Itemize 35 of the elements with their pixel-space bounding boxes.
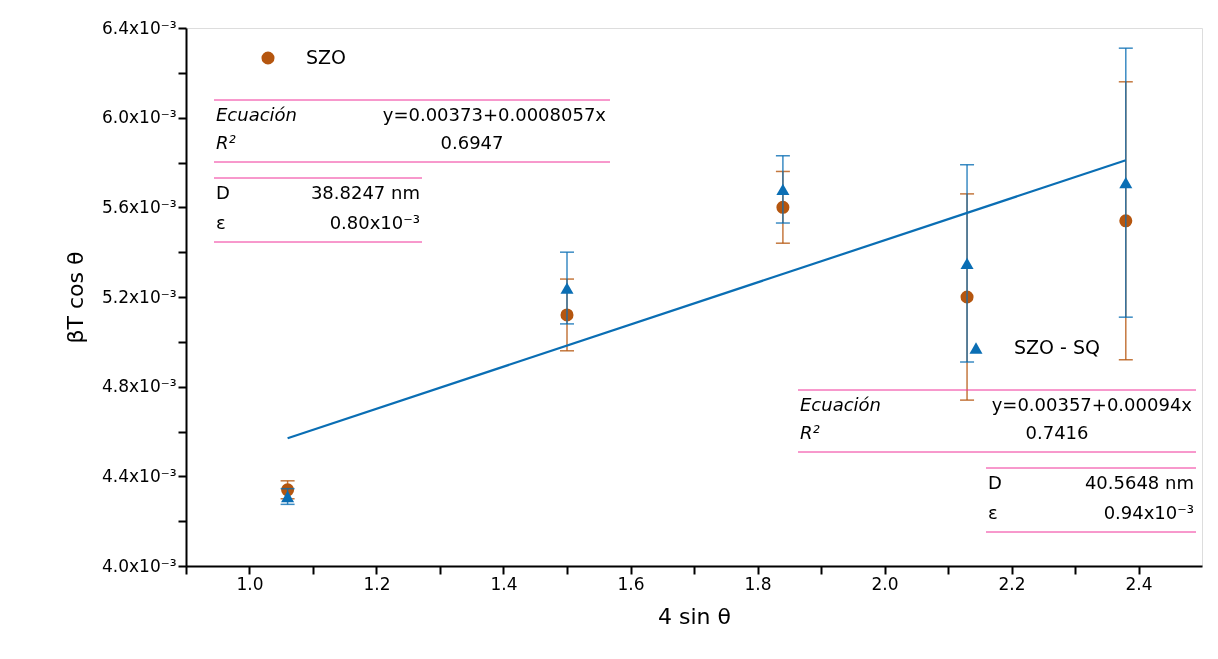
y-tick-label: 5.2x10⁻³	[101, 286, 177, 307]
y-tick-label: 4.8x10⁻³	[101, 376, 177, 397]
annotation: ε	[988, 502, 998, 523]
annotation: D	[988, 472, 1002, 493]
annotation: ε	[216, 212, 226, 233]
legend-label: SZO	[306, 46, 347, 68]
y-tick-label: 4.4x10⁻³	[101, 465, 177, 486]
annotation: y=0.00357+0.00094x	[991, 394, 1193, 415]
y-tick-label: 5.6x10⁻³	[101, 196, 177, 217]
x-tick-label: 2.0	[871, 573, 899, 594]
annotation: 38.8247 nm	[310, 182, 420, 203]
legend-label: SZO - SQ	[1014, 336, 1100, 358]
annotation: 0.80x10⁻³	[329, 212, 420, 233]
x-axis-title: 4 sin θ	[658, 603, 731, 629]
annotation: Ecuación	[800, 394, 882, 415]
y-tick-label: 4.0x10⁻³	[101, 555, 177, 576]
y-tick-label: 6.4x10⁻³	[101, 17, 177, 38]
annotation: Ecuación	[216, 104, 298, 125]
annotation: 0.7416	[1025, 422, 1089, 443]
x-tick-label: 2.2	[998, 573, 1026, 594]
x-tick-label: 1.2	[363, 573, 391, 594]
annotation: y=0.00373+0.0008057x	[382, 104, 607, 125]
annotation: 0.6947	[440, 132, 504, 153]
annotation: R²	[216, 132, 236, 153]
annotation: 40.5648 nm	[1084, 472, 1194, 493]
x-tick-label: 2.4	[1125, 573, 1153, 594]
x-tick-label: 1.8	[744, 573, 772, 594]
y-axis-title: βT cos θ	[62, 251, 88, 344]
annotation: 0.94x10⁻³	[1103, 502, 1194, 523]
x-tick-label: 1.6	[617, 573, 645, 594]
x-tick-label: 1.4	[490, 573, 518, 594]
y-tick-label: 6.0x10⁻³	[101, 107, 177, 128]
annotation: D	[216, 182, 230, 203]
annotation: R²	[800, 422, 820, 443]
x-tick-label: 1.0	[236, 573, 264, 594]
